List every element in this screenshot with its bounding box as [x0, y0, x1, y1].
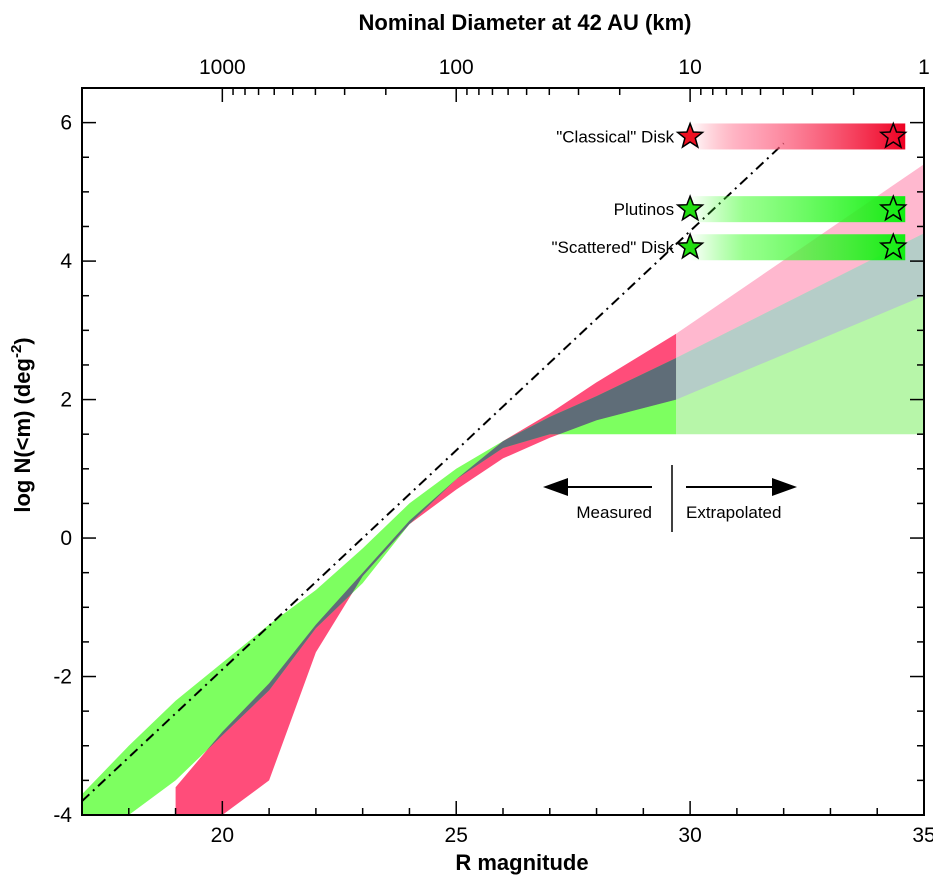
x-axis-title: R magnitude: [455, 850, 588, 875]
top-tick-label: 100: [439, 56, 474, 79]
y-tick-label: 4: [60, 250, 72, 273]
y-axis-title-close: ): [10, 337, 35, 344]
x-tick-label: 30: [678, 824, 701, 847]
marks-layer: [82, 142, 785, 802]
population-star-outline: [878, 121, 908, 149]
population-star-filled: [675, 232, 705, 260]
x-tick-label: 35: [912, 824, 933, 847]
extrapolated-label: Extrapolated: [686, 503, 781, 522]
y-tick-label: -2: [53, 666, 72, 689]
extrapolated-arrow-head: [772, 478, 797, 496]
population-star-filled: [675, 121, 705, 149]
power-law-line: [82, 142, 785, 802]
y-axis-title-main: log N(<m) (deg: [10, 358, 35, 513]
population-gradient-bar: [690, 196, 906, 223]
x-tick-label: 25: [445, 824, 468, 847]
y-tick-label: 0: [60, 527, 72, 550]
measured-extrapolated-annotation: Measured Extrapolated: [543, 465, 797, 532]
population-gradient-bar: [690, 234, 906, 261]
population-star-outline: [878, 194, 908, 222]
population-label: "Scattered" Disk: [551, 238, 674, 257]
population-label: Plutinos: [614, 200, 674, 219]
axes-layer: 20 25 30 35 -4 -2 0 2 4 6 1000 100 10 1: [53, 56, 933, 847]
population-star-filled: [675, 194, 705, 222]
population-gradient-bar: [690, 123, 906, 150]
classical-measured-band: [175, 333, 677, 815]
measured-label: Measured: [576, 503, 652, 522]
y-tick-label: 2: [60, 389, 72, 412]
y-tick-label: 6: [60, 112, 72, 135]
x-tick-label: 20: [211, 824, 234, 847]
y-tick-label: -4: [53, 804, 72, 827]
population-markers: "Classical" Disk Plutinos "Scattered" Disk: [551, 121, 908, 261]
top-tick-label: 1: [918, 56, 930, 79]
top-tick-label: 1000: [199, 56, 246, 79]
plutino-measured-band: [82, 358, 677, 815]
population-star-outline: [878, 232, 908, 260]
top-axis-title: Nominal Diameter at 42 AU (km): [359, 10, 692, 35]
y-axis-title: log N(<m) (deg-2): [8, 337, 35, 512]
top-tick-label: 10: [678, 56, 701, 79]
measured-arrow-head: [543, 478, 568, 496]
population-label: "Classical" Disk: [556, 127, 674, 146]
y-axis-title-exponent: -2: [8, 345, 25, 358]
bands-layer: [82, 164, 924, 815]
